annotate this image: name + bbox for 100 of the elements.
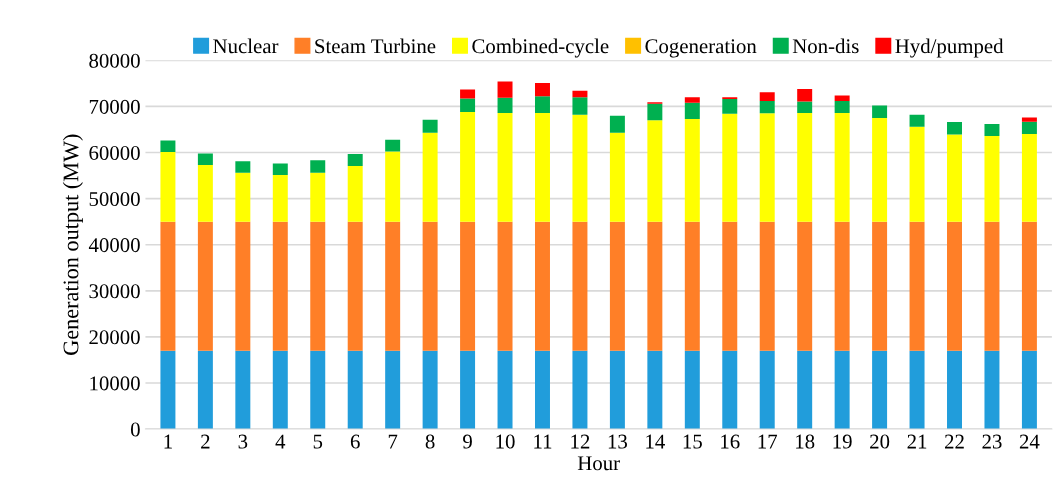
bar — [722, 99, 738, 114]
bar — [759, 350, 775, 430]
y-tick-label: 20000 — [89, 330, 140, 345]
x-tick-label: 15 — [683, 434, 702, 449]
bar — [947, 122, 962, 135]
bar — [385, 139, 401, 152]
y-tick-label: 10000 — [90, 376, 140, 391]
bar — [1021, 117, 1037, 122]
bar — [497, 81, 513, 98]
x-tick-label: 13 — [608, 434, 627, 449]
bar — [909, 114, 925, 127]
x-tick-label: 20 — [870, 434, 890, 449]
x-tick-label: 10 — [496, 434, 515, 449]
bar — [1021, 350, 1037, 430]
bar — [535, 96, 550, 113]
bar — [385, 221, 401, 351]
y-tick-label: 60000 — [89, 145, 140, 160]
bar — [197, 153, 213, 165]
bar — [235, 161, 251, 173]
bar — [497, 221, 513, 351]
x-tick-label: 8 — [425, 434, 435, 449]
bar — [235, 172, 251, 222]
bar — [684, 221, 700, 351]
bar — [572, 114, 588, 222]
x-tick-label: 5 — [313, 434, 323, 449]
bar — [347, 221, 363, 351]
bar — [872, 117, 888, 222]
y-tick-label: 80000 — [89, 53, 140, 68]
bar — [759, 221, 775, 351]
bar — [872, 105, 888, 118]
x-tick-label: 17 — [758, 434, 778, 449]
bar — [422, 119, 438, 133]
bar — [722, 221, 738, 351]
bar — [647, 350, 663, 430]
bar — [197, 350, 213, 430]
bar — [535, 350, 550, 430]
x-tick-label: 12 — [571, 434, 590, 449]
bar — [947, 134, 962, 222]
bar — [834, 95, 850, 101]
bar — [984, 135, 1000, 222]
bar — [797, 350, 813, 430]
bar — [572, 97, 588, 115]
x-tick-label: 18 — [796, 434, 815, 449]
bar — [647, 103, 663, 121]
bar — [834, 350, 850, 430]
bar — [984, 123, 1000, 136]
bar — [572, 350, 588, 430]
bar — [385, 350, 401, 430]
bar — [834, 112, 850, 222]
bar — [984, 221, 1000, 351]
x-tick-label: 7 — [388, 434, 398, 449]
bar — [572, 90, 588, 98]
bar — [797, 112, 813, 222]
x-tick-label: 9 — [463, 434, 472, 449]
bar — [497, 112, 513, 222]
bar — [722, 350, 738, 430]
bar — [310, 221, 326, 351]
bar — [422, 132, 438, 222]
bar — [1021, 134, 1037, 222]
legend-label: Steam Turbine — [315, 38, 436, 54]
bar — [535, 221, 550, 351]
bar — [834, 221, 850, 351]
bar — [609, 115, 625, 133]
x-tick-label: 14 — [646, 434, 665, 449]
bar — [272, 221, 288, 351]
bar — [684, 118, 700, 222]
bar — [422, 221, 438, 351]
bar — [160, 350, 176, 430]
bar — [197, 164, 213, 222]
x-tick-label: 4 — [275, 434, 286, 449]
bar — [310, 172, 326, 222]
bar — [460, 221, 476, 351]
x-tick-label: 11 — [534, 434, 552, 449]
bar — [797, 221, 813, 351]
bar — [272, 350, 288, 430]
bar — [460, 111, 476, 222]
bar — [347, 350, 363, 430]
bar — [160, 152, 176, 222]
bar — [460, 350, 476, 430]
bar — [947, 221, 962, 351]
legend-label: Combined-cycle — [472, 38, 609, 58]
x-axis-title: Hour — [577, 456, 620, 471]
bar — [1021, 121, 1037, 135]
bar — [310, 160, 326, 173]
y-tick-label: 0 — [130, 422, 140, 437]
bar — [984, 350, 1000, 430]
bar — [535, 82, 550, 97]
bar — [310, 350, 326, 430]
bar — [684, 97, 700, 103]
x-tick-label: 21 — [907, 434, 927, 449]
legend-label: Non-dis — [792, 38, 859, 54]
bar — [272, 175, 288, 222]
bar — [497, 350, 513, 430]
bar — [759, 113, 775, 222]
x-tick-label: 16 — [721, 434, 740, 449]
bar — [160, 221, 176, 351]
bar — [347, 165, 363, 222]
bar — [347, 153, 363, 166]
x-tick-label: 19 — [833, 434, 852, 449]
y-tick-label: 40000 — [88, 238, 140, 253]
